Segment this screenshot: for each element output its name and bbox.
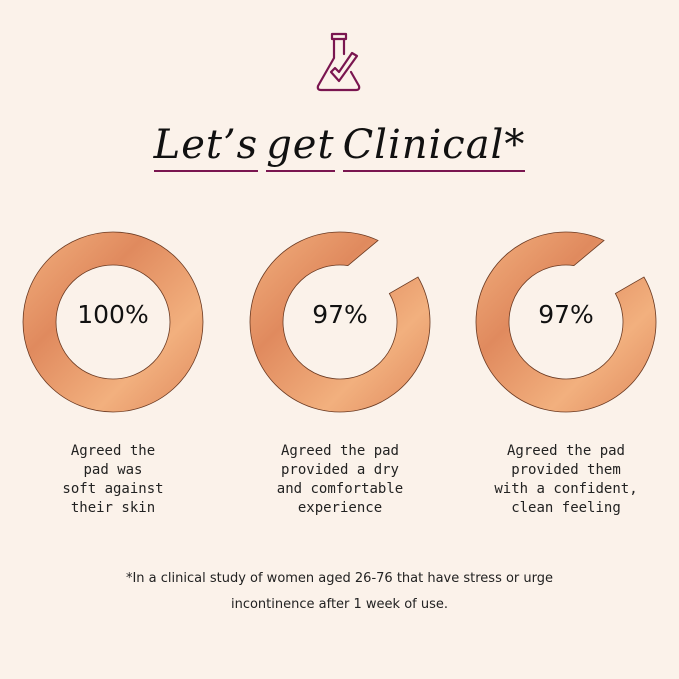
- stat-value: 97%: [312, 300, 368, 329]
- stat-caption: Agreed the pad provided a dry and comfor…: [276, 443, 404, 516]
- stat-value: 100%: [77, 300, 149, 329]
- title-word: Let’s: [153, 122, 259, 172]
- donut-ring-3: [475, 231, 657, 413]
- stat-caption: Agreed the pad provided them with a conf…: [494, 443, 638, 516]
- stat-caption: Agreed the pad was soft against their sk…: [62, 443, 164, 516]
- title-word: Clinical*: [342, 122, 526, 172]
- donut-ring-2: [249, 231, 431, 413]
- donut-ring-1: [22, 231, 204, 413]
- footnote-line: incontinence after 1 week of use.: [230, 597, 449, 612]
- donut-arc: [475, 231, 657, 413]
- donut-arc: [249, 231, 431, 413]
- stat-value: 97%: [538, 300, 594, 329]
- flask-check-icon: [316, 32, 361, 92]
- title-word: get: [266, 122, 335, 172]
- footnote: *In a clinical study of women aged 26-76…: [0, 566, 679, 618]
- donut-arc: [22, 231, 204, 413]
- footnote-line: *In a clinical study of women aged 26-76…: [125, 571, 554, 586]
- page-title: Let’s get Clinical*: [0, 122, 679, 172]
